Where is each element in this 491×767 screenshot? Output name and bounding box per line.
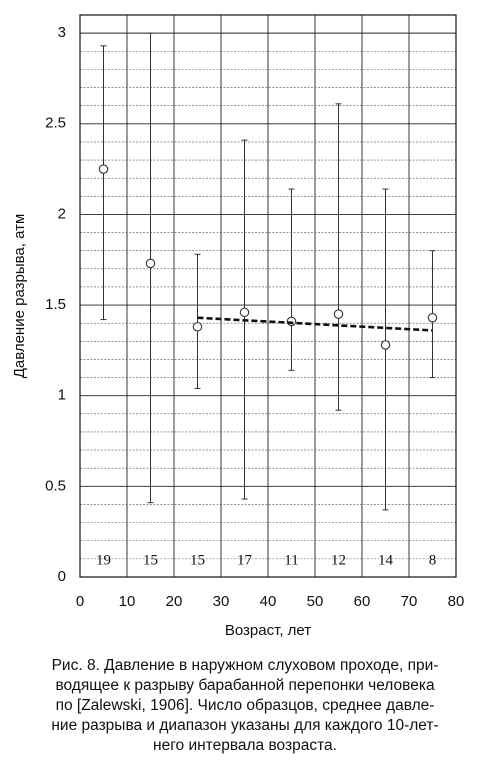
x-tick-label: 70	[401, 593, 418, 610]
y-axis-label: Давление разрыва, атм	[11, 214, 28, 379]
mean-point	[145, 258, 156, 269]
x-tick-label: 80	[448, 593, 465, 610]
x-tick-label: 0	[76, 593, 84, 610]
x-tick-label: 50	[307, 593, 324, 610]
x-tick-label: 40	[260, 593, 277, 610]
plot-frame	[79, 14, 457, 578]
sample-count: 15	[190, 552, 205, 568]
y-tick-label: 3	[58, 24, 66, 41]
sample-count: 14	[378, 552, 394, 568]
caption-line: него интервала возраста.	[153, 737, 337, 754]
x-axis-label: Возраст, лет	[225, 622, 311, 639]
sample-count: 11	[284, 552, 298, 568]
caption-line: по [Zalewski, 1906]. Число образцов, сре…	[56, 697, 435, 714]
y-tick-label: 2	[58, 205, 66, 222]
y-tick-label: 1.5	[45, 296, 66, 313]
sample-count: 12	[331, 552, 346, 568]
y-tick-label: 0.5	[45, 477, 66, 494]
sample-count: 8	[429, 552, 437, 568]
mean-point	[380, 340, 391, 350]
mean-point	[98, 164, 109, 174]
mean-point	[239, 307, 250, 318]
y-tick-label: 0	[58, 568, 66, 585]
caption-line: ние разрыва и диапазон указаны для каждо…	[51, 717, 438, 734]
caption-line: водящее к разрыву барабанной перепонки ч…	[55, 677, 435, 694]
x-tick-label: 20	[166, 593, 183, 610]
mean-point	[333, 309, 344, 319]
trend-line	[197, 316, 433, 332]
x-tick-label: 10	[119, 593, 136, 610]
x-tick-label: 30	[213, 593, 230, 610]
x-tick-label: 60	[354, 593, 371, 610]
sample-count: 17	[237, 552, 253, 568]
mean-point	[427, 313, 438, 323]
mean-point	[192, 322, 203, 332]
y-tick-label: 1	[58, 387, 66, 404]
caption-line: Рис. 8. Давление в наружном слуховом про…	[52, 657, 439, 674]
sample-count: 15	[143, 552, 158, 568]
sample-count: 19	[96, 552, 111, 568]
y-tick-label: 2.5	[45, 115, 66, 132]
